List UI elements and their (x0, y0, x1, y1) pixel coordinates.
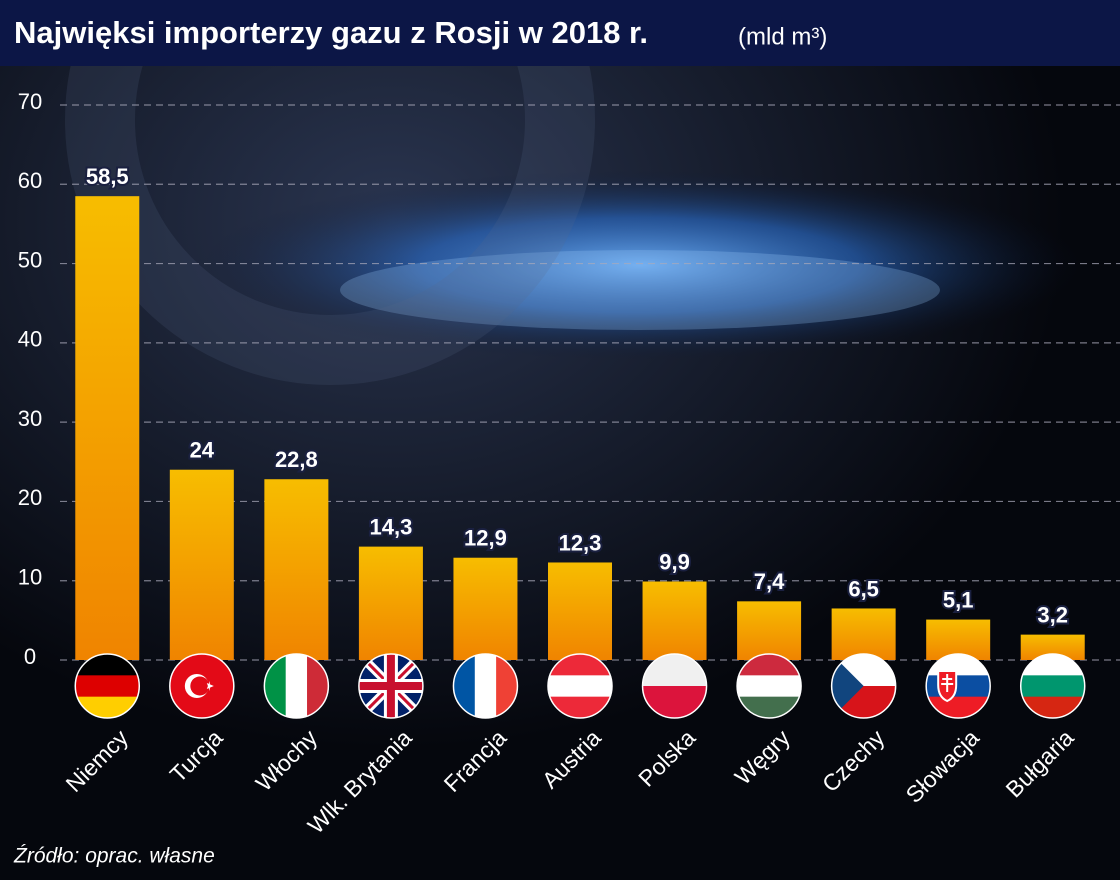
source: Źródło: oprac. własne (13, 845, 215, 868)
y-tick-label: 20 (18, 485, 42, 510)
flag-body (358, 654, 423, 718)
flag-stripe (926, 675, 991, 698)
bar (453, 557, 518, 660)
flame-core (340, 250, 940, 330)
flag-stripe (474, 654, 497, 718)
flag (358, 653, 424, 719)
y-tick-label: 70 (18, 89, 42, 114)
flag-stripe (737, 654, 802, 676)
y-tick-label: 40 (18, 327, 42, 352)
flag-border (169, 653, 235, 719)
flag-stripe (548, 654, 612, 676)
y-tick-label: 50 (18, 247, 42, 272)
y-tick-label: 30 (18, 406, 42, 431)
flag (641, 653, 708, 719)
flame (200, 170, 1080, 360)
flag-stripe (737, 675, 802, 698)
flag-stripe (453, 654, 476, 718)
flag (830, 653, 897, 719)
flag-triangle (831, 654, 864, 718)
title-bar (0, 0, 1120, 66)
flag (452, 653, 519, 719)
value-label: 58,5 (86, 164, 129, 189)
flag-stripe (75, 696, 140, 718)
flag-stripe (548, 696, 612, 718)
value-label: 7,4 (754, 569, 785, 594)
bar (831, 608, 896, 660)
flag-crescent-cut (190, 676, 210, 696)
logo-watermark (65, 0, 595, 385)
flag-body (548, 654, 612, 718)
flag-body (75, 654, 140, 718)
flag (1019, 653, 1086, 719)
flag (74, 653, 141, 719)
value-label: 24 (190, 438, 215, 463)
flag-border (452, 653, 519, 719)
bar (169, 469, 234, 660)
unit-label: (mld m³) (738, 23, 827, 50)
flag-body (453, 654, 518, 718)
bar (75, 196, 140, 660)
flag (547, 653, 613, 719)
flag-stripe (1020, 654, 1085, 676)
flag-border (1019, 653, 1086, 719)
flag-border (641, 653, 708, 719)
value-label: 12,9 (464, 526, 507, 551)
flag-stripe (285, 654, 308, 718)
flag-body (737, 654, 802, 718)
flag-stripe (75, 654, 140, 676)
flag-border (547, 653, 613, 719)
flag-border (358, 653, 424, 719)
bar (737, 601, 802, 660)
flag-body (1020, 654, 1085, 718)
flag-cross-red (358, 654, 423, 718)
flag-stripe (1020, 696, 1085, 718)
bar (548, 562, 612, 660)
flag-border (263, 653, 330, 719)
y-tick-label: 10 (18, 565, 42, 590)
value-label: 5,1 (943, 587, 974, 612)
flag-stripe (264, 654, 287, 718)
value-label: 12,3 (559, 530, 602, 555)
value-label: 14,3 (369, 514, 412, 539)
value-label: 9,9 (659, 549, 690, 574)
flag (736, 653, 802, 719)
flag-body (926, 654, 991, 718)
flag-star (206, 681, 214, 691)
flag (169, 653, 235, 719)
flag-stripe (75, 675, 140, 698)
y-tick-label: 0 (24, 644, 36, 669)
flag-stripe (737, 696, 802, 718)
bar (358, 546, 423, 660)
value-label: 6,5 (848, 576, 879, 601)
flag-stripe (548, 675, 612, 698)
flag-border (74, 653, 141, 719)
flag-stripe (1020, 675, 1085, 698)
flag-body (169, 654, 234, 718)
bar (264, 479, 329, 660)
flag (925, 653, 991, 719)
flag-shield-cross (941, 674, 954, 692)
chart-title: Najwięksi importerzy gazu z Rosji w 2018… (14, 15, 648, 50)
flag-stripe (496, 654, 518, 718)
flag-border (925, 653, 991, 719)
flag-body (264, 654, 329, 718)
value-label: 3,2 (1037, 602, 1068, 627)
flag-border (736, 653, 802, 719)
flag-stripe (926, 696, 991, 718)
value-label: 22,8 (275, 447, 318, 472)
flag-border (830, 653, 897, 719)
flag (263, 653, 330, 719)
bar (642, 581, 707, 660)
y-tick-label: 60 (18, 168, 42, 193)
flag-stripe (307, 654, 329, 718)
